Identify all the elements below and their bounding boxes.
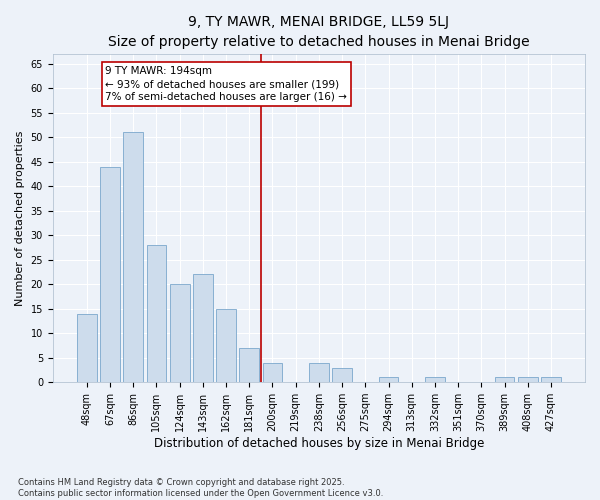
Bar <box>518 378 538 382</box>
Bar <box>494 378 514 382</box>
Y-axis label: Number of detached properties: Number of detached properties <box>15 130 25 306</box>
Bar <box>425 378 445 382</box>
Bar <box>379 378 398 382</box>
Bar <box>541 378 561 382</box>
X-axis label: Distribution of detached houses by size in Menai Bridge: Distribution of detached houses by size … <box>154 437 484 450</box>
Bar <box>309 362 329 382</box>
Text: Contains HM Land Registry data © Crown copyright and database right 2025.
Contai: Contains HM Land Registry data © Crown c… <box>18 478 383 498</box>
Bar <box>124 132 143 382</box>
Bar <box>193 274 213 382</box>
Text: 9 TY MAWR: 194sqm
← 93% of detached houses are smaller (199)
7% of semi-detached: 9 TY MAWR: 194sqm ← 93% of detached hous… <box>106 66 347 102</box>
Bar <box>146 245 166 382</box>
Bar <box>263 362 283 382</box>
Title: 9, TY MAWR, MENAI BRIDGE, LL59 5LJ
Size of property relative to detached houses : 9, TY MAWR, MENAI BRIDGE, LL59 5LJ Size … <box>108 15 530 48</box>
Bar <box>239 348 259 382</box>
Bar <box>216 308 236 382</box>
Bar <box>77 314 97 382</box>
Bar <box>332 368 352 382</box>
Bar <box>170 284 190 382</box>
Bar <box>100 166 120 382</box>
